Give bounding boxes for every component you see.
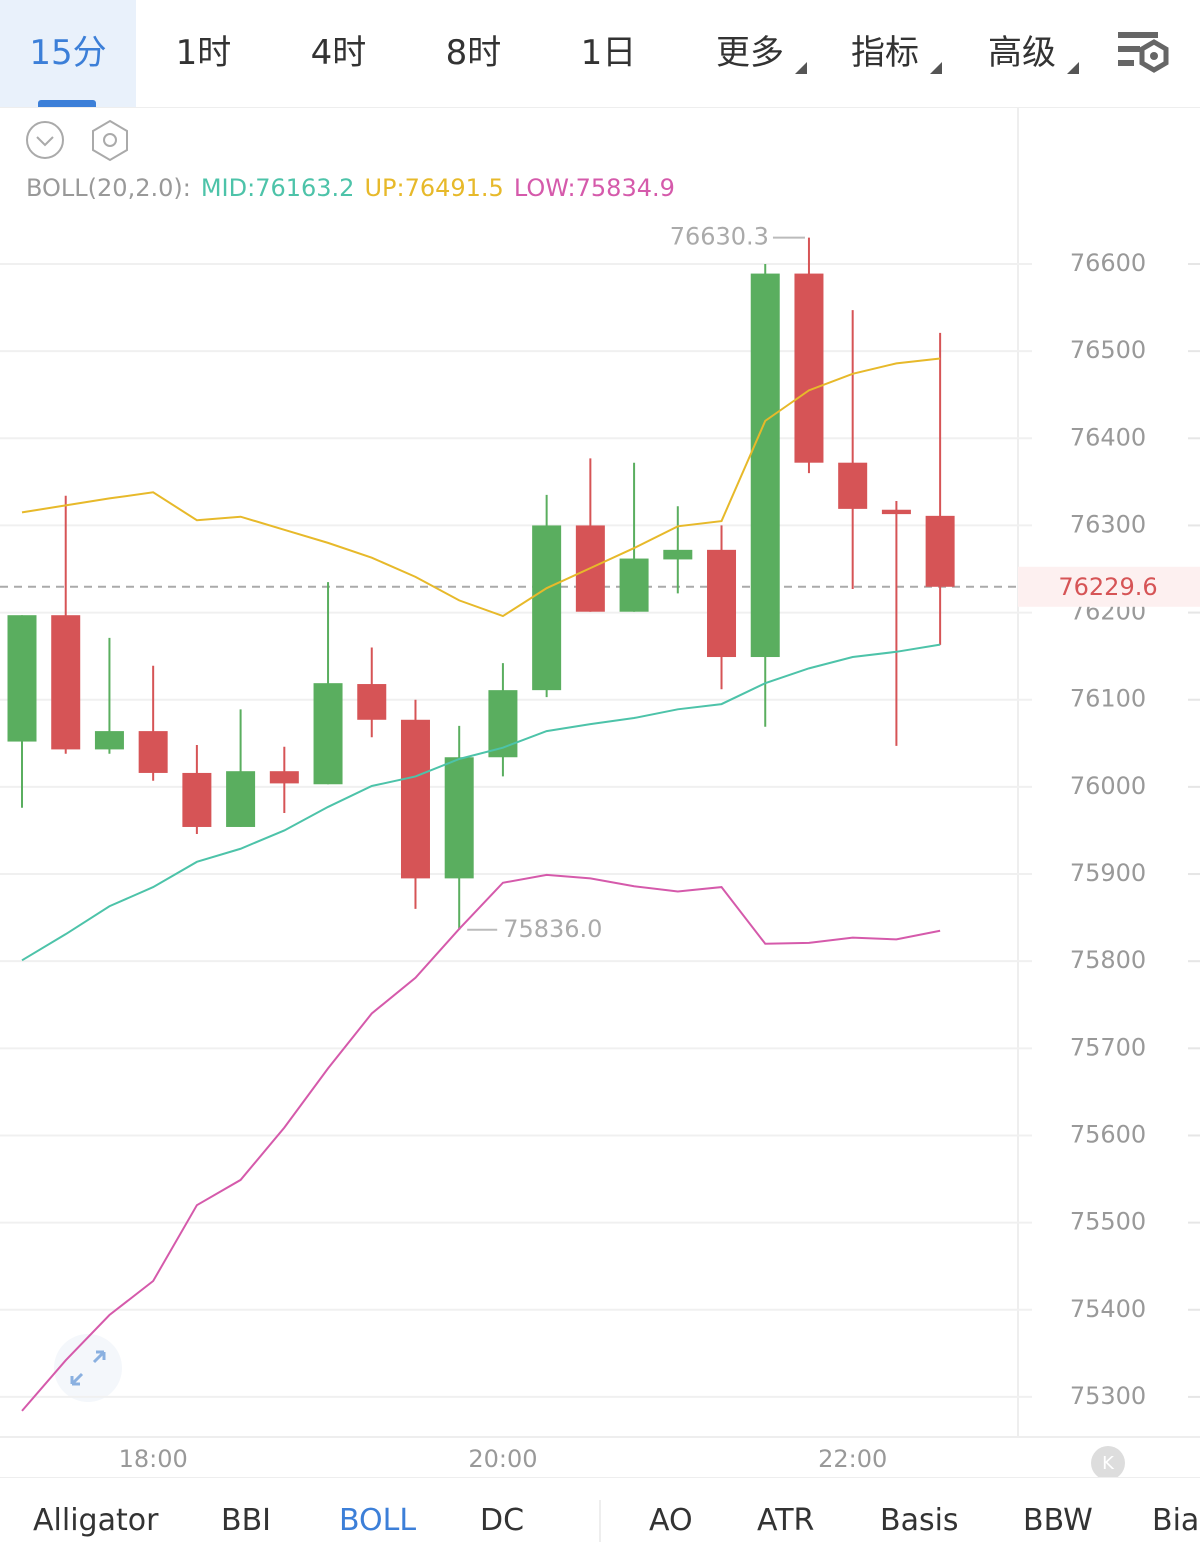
tab[interactable]: 1时 [175,33,232,73]
boll-line [21,357,941,618]
candle-body [707,549,737,658]
candle-body [269,771,299,784]
y-tick-label: 76600 [1070,249,1146,277]
legend-name: LOW: [514,174,576,202]
indicator-tab[interactable]: ATR [757,1503,815,1538]
indicator-tab[interactable]: Basis [880,1503,959,1538]
y-tick-label: 75500 [1070,1208,1146,1236]
dropdown-arrow [795,62,807,74]
y-tick-label: 75600 [1070,1120,1146,1148]
indicator-tab-bar: Alligator BBI BOLL DC AO ATR Basis BBW B… [0,1477,1200,1551]
indicator-tab[interactable]: Alligator [33,1503,159,1538]
boll-line [21,873,941,1412]
tab[interactable]: 1日 [580,33,637,73]
last-price-box [1018,566,1200,607]
chart: BOLL(20,2.0): MID:76163.2 UP:76491.5 LOW:75… [0,108,1200,1477]
legend-value: 76163.2 [255,174,354,202]
tab[interactable]: 15分 [0,0,136,107]
candle-body [226,771,256,827]
candle-body [532,525,562,691]
candle-body [357,684,387,720]
x-tick-label: 18:00 [119,1445,188,1473]
indicator-tab[interactable]: Bias [1152,1503,1200,1538]
menu[interactable]: 高级 [988,33,1056,73]
candle-body [444,757,474,879]
settings-icon[interactable] [1112,26,1174,78]
x-tick-label: 22:00 [818,1445,887,1473]
y-tick-label: 75800 [1070,946,1146,974]
legend-value: 75834.9 [576,174,675,202]
menu[interactable]: 指标 [851,33,919,73]
legend-name: UP: [364,174,404,202]
indicator-name: BOLL(20,2.0): [26,174,191,202]
candle-body [138,731,168,773]
candle-body [7,615,37,742]
candle-body [750,273,780,658]
legend-name: MID: [201,174,255,202]
y-tick-label: 75400 [1070,1295,1146,1323]
boll-line [21,643,941,962]
candle-body [313,683,343,785]
legend-value: 76491.5 [405,174,504,202]
candle-body [619,558,649,612]
collapse-icon[interactable] [26,121,64,159]
y-tick-label: 75700 [1070,1033,1146,1061]
tab-indicator [38,100,96,107]
candle-body [94,731,124,750]
candle-body [794,273,824,463]
menu[interactable]: 更多 [716,33,784,73]
indicator-settings-icon-dot [103,133,117,147]
candle-body [182,772,212,827]
y-tick-label: 75300 [1070,1382,1146,1410]
k-button[interactable] [1091,1446,1125,1477]
y-tick-label: 76500 [1070,336,1146,364]
candle-body [51,615,81,750]
candle-body [488,690,518,758]
toolbar: 15分 1时 4时 8时 1日 更多 指标 高级 [0,0,1200,108]
candle-body [838,462,868,509]
indicator-settings-icon[interactable] [92,119,128,162]
expand-icon [70,1350,106,1386]
tab[interactable]: 4时 [310,33,367,73]
y-tick-label: 76000 [1070,772,1146,800]
indicator-tab[interactable]: BBI [221,1503,272,1538]
candle-body [925,515,955,587]
indicator-tab[interactable]: DC [480,1503,525,1538]
dropdown-arrow [1067,62,1079,74]
candle-body [881,509,911,515]
indicator-tab[interactable]: BOLL [339,1503,417,1538]
k-icon: K [1102,1453,1115,1474]
collapse-icon-arrow [36,136,54,147]
min-annotation: 75836.0 [503,915,602,943]
separator [599,1500,601,1542]
x-tick-label: 20:00 [468,1445,537,1473]
expand-button[interactable] [54,1334,122,1402]
indicator-tab[interactable]: AO [649,1503,693,1538]
tab[interactable]: 8时 [445,33,502,73]
candle-body [400,719,430,879]
y-tick-label: 76100 [1070,685,1146,713]
indicator-tab[interactable]: BBW [1023,1503,1093,1538]
y-tick-label: 76300 [1070,510,1146,538]
last-price-label: 76229.6 [1058,573,1157,601]
y-tick-label: 75900 [1070,859,1146,887]
indicator-legend: BOLL(20,2.0): MID:76163.2 UP:76491.5 LOW:75… [26,174,675,202]
y-tick-label: 76400 [1070,423,1146,451]
candle-body [663,549,693,560]
max-annotation: 76630.3 [670,223,769,251]
dropdown-arrow [930,62,942,74]
